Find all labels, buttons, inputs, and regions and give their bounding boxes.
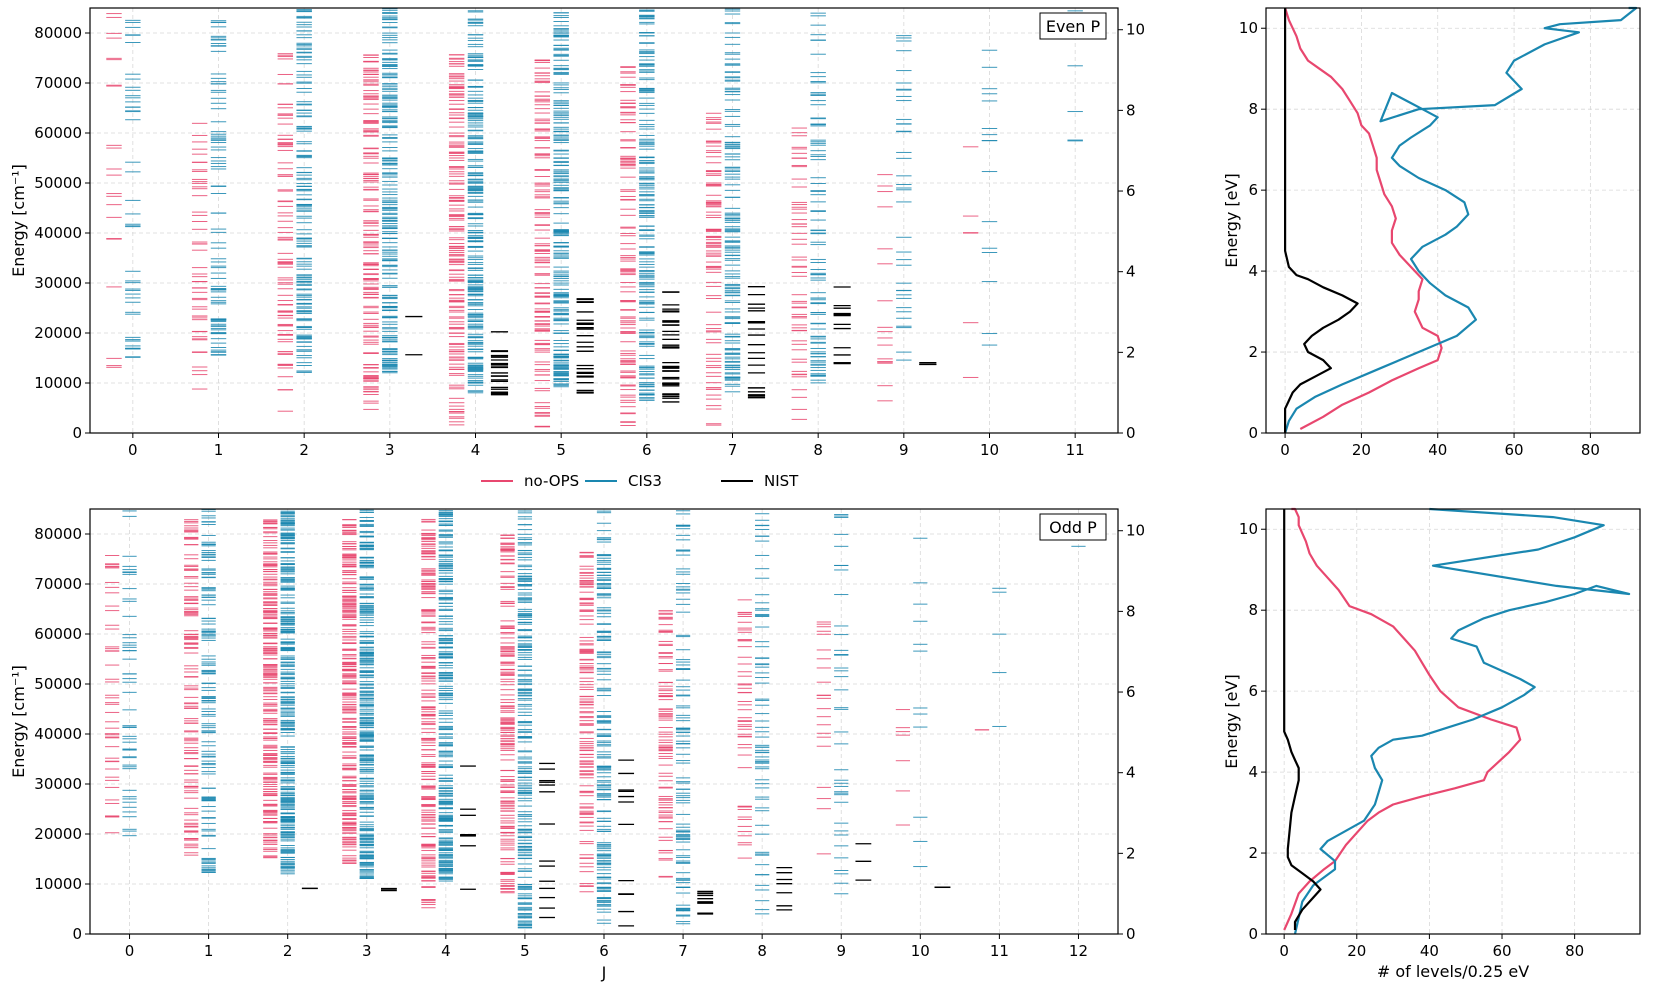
y-tick-label: 20000 xyxy=(34,324,82,342)
x-tick-label: 6 xyxy=(642,441,652,459)
right-y-tick-label: 4 xyxy=(1126,263,1136,281)
right-y-tick-label: 0 xyxy=(1126,424,1136,442)
right-y-tick-label: 6 xyxy=(1126,182,1136,200)
x-tick-label: 11 xyxy=(1066,441,1085,459)
x-tick-label: 0 xyxy=(128,441,138,459)
y-tick-label: 40000 xyxy=(34,224,82,242)
y-tick-label: 80000 xyxy=(34,24,82,42)
y-tick-label: 30000 xyxy=(34,274,82,292)
y-tick-label: 50000 xyxy=(34,174,82,192)
x-tick-label: 2 xyxy=(299,441,309,459)
x-tick-label: 5 xyxy=(556,441,566,459)
x-tick-label: 3 xyxy=(385,441,395,459)
panel-label: Even P xyxy=(1046,17,1101,36)
right-y-tick-label: 8 xyxy=(1126,101,1136,119)
y-tick-label: 0 xyxy=(72,424,82,442)
even-parity-level-panel: 0 10000 20000 30000 40000 50000 60000 70000 8000… xyxy=(9,7,1241,459)
plot-frame xyxy=(89,7,1119,434)
panel-label-box xyxy=(1039,12,1107,40)
x-tick-label: 7 xyxy=(728,441,738,459)
y-tick-label: 60000 xyxy=(34,124,82,142)
x-tick-label: 4 xyxy=(471,441,481,459)
y-axis-label: Energy [cm⁻¹] xyxy=(9,164,28,277)
right-y-tick-label: 10 xyxy=(1126,21,1145,39)
x-tick-label: 1 xyxy=(214,441,224,459)
right-y-tick-label: 2 xyxy=(1126,343,1136,361)
x-tick-label: 10 xyxy=(980,441,999,459)
y-tick-label: 10000 xyxy=(34,374,82,392)
right-y-axis-label: Energy [eV] xyxy=(1222,173,1241,267)
odd-parity-level-panel: 0100002000030000400005000060000700008000… xyxy=(9,508,1241,982)
x-tick-label: 8 xyxy=(813,441,823,459)
x-tick-label: 9 xyxy=(899,441,909,459)
y-tick-label: 70000 xyxy=(34,74,82,92)
